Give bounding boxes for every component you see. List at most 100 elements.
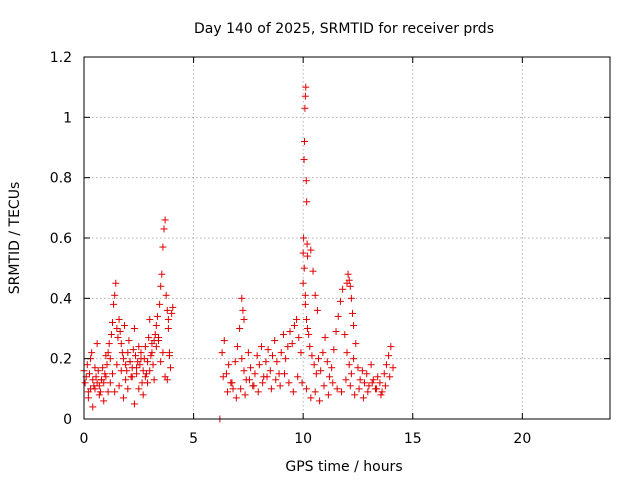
data-point bbox=[387, 343, 395, 351]
data-point bbox=[300, 234, 308, 242]
data-point bbox=[313, 306, 321, 314]
data-point bbox=[135, 343, 143, 351]
data-point bbox=[139, 367, 147, 375]
data-point bbox=[251, 370, 259, 378]
data-point bbox=[367, 361, 375, 369]
data-point bbox=[376, 379, 384, 387]
data-point bbox=[218, 349, 226, 357]
data-point bbox=[126, 358, 134, 366]
data-point bbox=[282, 355, 290, 363]
data-point bbox=[385, 352, 393, 360]
data-point bbox=[285, 379, 293, 387]
data-point bbox=[124, 385, 132, 393]
data-point bbox=[303, 198, 311, 206]
data-point bbox=[111, 388, 119, 396]
data-point bbox=[157, 358, 165, 366]
data-point bbox=[308, 352, 316, 360]
data-point bbox=[164, 325, 172, 332]
y-tick-label: 0.2 bbox=[50, 352, 72, 368]
data-point bbox=[142, 370, 150, 378]
data-point bbox=[85, 370, 93, 378]
data-point bbox=[165, 352, 173, 360]
data-point bbox=[244, 349, 252, 357]
data-point bbox=[361, 379, 369, 387]
data-point bbox=[113, 325, 121, 332]
data-points bbox=[80, 83, 397, 423]
data-point bbox=[102, 352, 110, 360]
data-point bbox=[89, 403, 97, 411]
x-axis: 0 5 10 15 20 bbox=[80, 57, 531, 447]
data-point bbox=[144, 379, 152, 387]
data-point bbox=[277, 349, 285, 357]
data-point bbox=[288, 340, 296, 348]
data-point bbox=[345, 276, 353, 284]
data-point bbox=[240, 367, 248, 375]
x-tick-label: 10 bbox=[294, 431, 312, 447]
data-point bbox=[264, 346, 272, 354]
data-point bbox=[310, 361, 318, 369]
data-point bbox=[159, 243, 167, 251]
data-point bbox=[300, 156, 308, 164]
data-point bbox=[162, 291, 170, 299]
data-point bbox=[354, 364, 362, 372]
data-point bbox=[281, 370, 289, 378]
y-axis: 0 0.2 0.4 0.6 0.8 1 1.2 bbox=[50, 50, 610, 428]
data-point bbox=[263, 373, 271, 381]
data-point bbox=[146, 367, 154, 375]
data-point bbox=[119, 394, 127, 402]
data-point bbox=[147, 352, 155, 360]
y-tick-label: 0.6 bbox=[50, 231, 72, 247]
data-point bbox=[119, 355, 127, 363]
data-point bbox=[238, 355, 246, 363]
data-point bbox=[369, 376, 377, 384]
data-point bbox=[133, 364, 141, 372]
data-point bbox=[295, 334, 303, 342]
data-point bbox=[240, 315, 248, 323]
data-point bbox=[237, 385, 245, 393]
data-point bbox=[279, 331, 287, 339]
data-point bbox=[306, 343, 314, 351]
data-point bbox=[95, 382, 103, 390]
data-point bbox=[301, 300, 309, 308]
data-point bbox=[239, 306, 247, 314]
data-point bbox=[224, 388, 232, 396]
data-point bbox=[262, 358, 270, 366]
data-point bbox=[108, 370, 116, 378]
data-point bbox=[105, 340, 113, 348]
data-point bbox=[241, 391, 249, 399]
data-point bbox=[132, 352, 140, 360]
data-point bbox=[153, 312, 161, 320]
y-tick-label: 1 bbox=[63, 110, 72, 126]
data-point bbox=[128, 373, 136, 381]
data-point bbox=[125, 337, 133, 345]
data-point bbox=[276, 382, 284, 390]
data-point bbox=[304, 252, 312, 260]
data-point bbox=[100, 397, 108, 405]
data-point bbox=[332, 328, 340, 336]
data-point bbox=[144, 358, 152, 366]
data-point bbox=[94, 367, 102, 375]
data-point bbox=[312, 370, 320, 378]
data-point bbox=[351, 391, 359, 399]
data-point bbox=[107, 331, 115, 339]
data-point bbox=[301, 291, 309, 299]
y-tick-label: 1.2 bbox=[50, 50, 72, 66]
data-point bbox=[302, 315, 310, 323]
data-point bbox=[350, 355, 358, 363]
data-point bbox=[374, 373, 382, 381]
data-point bbox=[382, 361, 390, 369]
data-point bbox=[336, 297, 344, 305]
data-point bbox=[328, 364, 336, 372]
data-point bbox=[273, 358, 281, 366]
data-point bbox=[141, 343, 149, 351]
data-point bbox=[329, 379, 337, 387]
data-point bbox=[155, 337, 163, 345]
data-point bbox=[289, 388, 297, 396]
data-point bbox=[348, 309, 356, 317]
data-point bbox=[146, 315, 154, 323]
data-point bbox=[245, 376, 253, 384]
data-point bbox=[316, 397, 324, 405]
data-point bbox=[122, 361, 130, 369]
data-point bbox=[358, 367, 366, 375]
data-point bbox=[339, 285, 347, 293]
